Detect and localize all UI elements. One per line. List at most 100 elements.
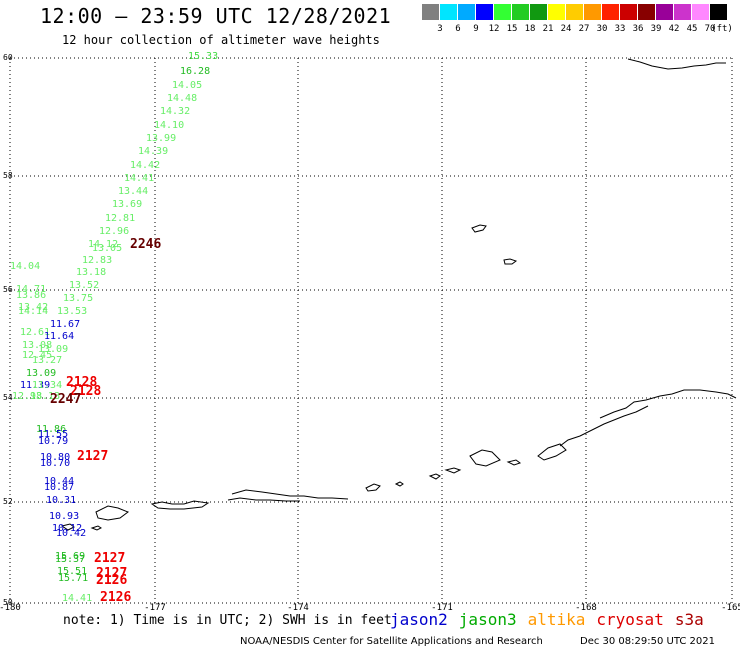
legend-label: (ft)	[711, 24, 733, 34]
wave-height-value: 15.37	[55, 554, 86, 565]
wave-height-value: 13.09	[26, 368, 57, 379]
wave-height-value: 10.31	[46, 495, 77, 506]
wave-height-value: 13.99	[146, 133, 177, 144]
lon-label: -168	[575, 603, 597, 613]
wave-height-value: 14.12	[88, 239, 119, 250]
lon-label: -177	[144, 603, 166, 613]
wave-height-value: 13.08	[22, 340, 53, 351]
wave-height-value: 14.39	[138, 146, 169, 157]
legend-swatch	[674, 4, 691, 20]
legend-swatch	[476, 4, 493, 20]
islands-of-four-mountains	[365, 481, 404, 492]
wave-height-value: 13.53	[57, 306, 88, 317]
generation-timestamp: Dec 30 08:29:50 UTC 2021	[580, 636, 715, 647]
wave-height-value: 14.48	[167, 93, 198, 104]
satellite-jason3: jason3	[458, 610, 517, 629]
pass-time-label: 2127	[96, 566, 128, 581]
wave-height-value: 10.93	[49, 511, 80, 522]
wave-height-value: 11.64	[44, 331, 75, 342]
wave-height-value: 15.69	[55, 551, 86, 562]
unimak-island	[537, 443, 567, 461]
lat-label: 58	[3, 171, 13, 180]
wave-height-value: 10.42	[56, 528, 87, 539]
legend-label: 3	[437, 24, 443, 34]
unalaska-island	[469, 449, 501, 467]
legend-label: 18	[524, 24, 536, 34]
wave-height-value: 14.32	[160, 106, 191, 117]
wave-height-value: 15.33	[188, 51, 219, 62]
attu-west	[60, 523, 102, 531]
legend-label: 33	[614, 24, 626, 34]
wave-height-value: 13.52	[69, 280, 100, 291]
lon-label: -180	[0, 603, 21, 613]
legend-label: 36	[632, 24, 644, 34]
satellite-cryosat: cryosat	[596, 610, 664, 629]
legend-swatch	[548, 4, 565, 20]
lon-label: -174	[287, 603, 309, 613]
legend-label: 45	[686, 24, 698, 34]
wave-height-value: 14.41	[124, 173, 155, 184]
alaska-peninsula-shore	[559, 405, 649, 447]
wave-height-value: 10.80	[40, 452, 71, 463]
pass-time-label: 2126	[100, 590, 132, 605]
wave-height-value: 13.05	[92, 243, 123, 254]
pass-time-label: 2246	[130, 237, 162, 252]
pass-time-label: 2247	[50, 392, 82, 407]
satellite-legend: jason2 jason3 altika cryosat s3a	[390, 610, 715, 629]
wave-height-value: 14.14	[18, 306, 49, 317]
satellite-altika: altika	[527, 610, 586, 629]
legend-label: 42	[668, 24, 680, 34]
lon-label: -171	[431, 603, 453, 613]
legend-swatch	[440, 4, 457, 20]
pass-time-label: 2128	[70, 384, 102, 399]
wave-height-value: 12.45	[22, 350, 53, 361]
wave-height-value: 12.98	[12, 391, 43, 402]
wave-height-value: 11.55	[38, 429, 69, 440]
lat-label: 54	[3, 393, 13, 402]
legend-label: 12	[488, 24, 500, 34]
wave-height-value: 10.79	[38, 436, 69, 447]
legend-label: 24	[560, 24, 572, 34]
wave-height-value: 10.87	[44, 482, 75, 493]
wave-height-value: 11.67	[50, 319, 81, 330]
satellite-jason2: jason2	[390, 610, 448, 629]
lat-label: 56	[3, 285, 13, 294]
legend-label: 30	[596, 24, 608, 34]
legend-swatch	[602, 4, 619, 20]
wave-height-value: 13.18	[76, 267, 107, 278]
pribilof-island	[471, 224, 487, 233]
page-subtitle: 12 hour collection of altimeter wave hei…	[62, 33, 380, 47]
pass-time-label: 2128	[66, 375, 98, 390]
wave-height-value: 12.83	[82, 255, 113, 266]
legend-label: 6	[455, 24, 461, 34]
wave-height-value: 13.69	[112, 199, 143, 210]
legend-swatch	[422, 4, 439, 20]
wave-height-value: 11.39	[20, 380, 51, 391]
pribilof-island	[503, 258, 518, 265]
legend-swatch	[656, 4, 673, 20]
wave-height-value: 14.05	[172, 80, 203, 91]
lat-label: 52	[3, 497, 13, 506]
satellite-s3a: s3a	[674, 610, 704, 629]
legend-swatch	[620, 4, 637, 20]
legend-label: 70	[704, 24, 716, 34]
near-islands	[95, 505, 130, 521]
legend-label: 9	[473, 24, 479, 34]
wave-height-value: 14.10	[154, 120, 185, 131]
wave-height-value: 13.27	[32, 355, 63, 366]
rat-islands	[150, 500, 210, 510]
legend-swatch	[710, 4, 727, 20]
wave-height-value: 11.86	[36, 424, 67, 435]
page-title: 12:00 – 23:59 UTC 12/28/2021	[40, 4, 392, 28]
legend-swatch	[494, 4, 511, 20]
wave-height-value: 13.75	[63, 293, 94, 304]
lon-label: -165	[721, 603, 740, 613]
legend-swatch	[584, 4, 601, 20]
wave-height-value: 12.96	[99, 226, 130, 237]
legend-swatch	[692, 4, 709, 20]
legend-swatch	[512, 4, 529, 20]
wave-height-value: 14.71	[16, 284, 47, 295]
legend-label: 27	[578, 24, 590, 34]
legend-label: 15	[506, 24, 518, 34]
